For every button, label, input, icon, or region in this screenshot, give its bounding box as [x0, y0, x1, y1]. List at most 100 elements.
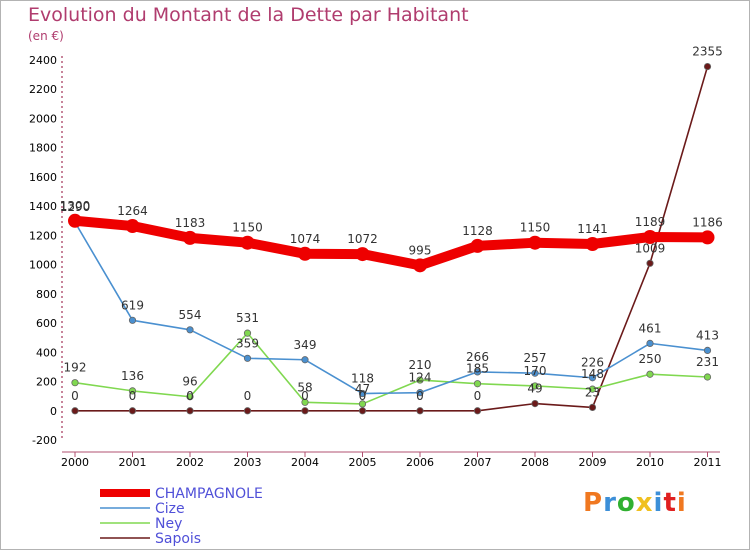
data-label-champagnole: 1128 — [462, 224, 493, 238]
y-tick-label: 1000 — [29, 259, 57, 272]
data-point-ney — [71, 379, 79, 387]
data-label-sapois: 0 — [474, 389, 482, 403]
data-point-champagnole — [643, 229, 657, 244]
data-label-sapois: 2355 — [692, 45, 723, 59]
y-tick-label: 600 — [36, 317, 57, 330]
data-label-ney: 96 — [182, 375, 197, 389]
data-label-ney: 250 — [639, 352, 662, 366]
y-tick-label: 800 — [36, 288, 57, 301]
series-cize — [71, 218, 712, 398]
data-point-cize — [531, 369, 539, 377]
data-label-ney: 170 — [524, 364, 547, 378]
data-point-sapois — [416, 407, 424, 415]
data-point-cize — [358, 389, 367, 398]
y-tick-label: 1800 — [29, 142, 57, 155]
data-point-champagnole — [240, 235, 255, 250]
data-point-cize — [416, 389, 424, 397]
legend-label-champagnole: CHAMPAGNOLE — [155, 486, 263, 502]
data-point-sapois — [703, 62, 712, 71]
data-label-cize: 124 — [409, 371, 432, 385]
data-point-champagnole — [298, 246, 312, 261]
data-label-champagnole: 1300 — [60, 199, 91, 213]
x-tick-label: 2000 — [61, 456, 89, 469]
data-point-ney — [416, 376, 424, 384]
x-tick-label: 2007 — [464, 456, 492, 469]
logo-letter: i — [653, 488, 664, 518]
data-point-champagnole — [355, 247, 370, 262]
data-label-cize: 461 — [639, 321, 662, 335]
data-label-champagnole: 1189 — [635, 215, 666, 229]
data-label-cize: 266 — [466, 350, 489, 364]
logo-letter: o — [616, 488, 636, 518]
data-label-sapois: 0 — [71, 389, 79, 403]
data-point-sapois — [473, 407, 482, 415]
data-point-ney — [646, 370, 654, 378]
data-label-sapois: 49 — [527, 382, 542, 396]
data-label-champagnole: 1150 — [520, 221, 551, 235]
data-point-champagnole — [68, 213, 82, 228]
data-point-cize — [243, 354, 252, 362]
data-point-champagnole — [183, 230, 197, 245]
x-tick-label: 2005 — [349, 456, 377, 469]
data-point-cize — [186, 326, 194, 334]
data-label-champagnole: 1074 — [290, 232, 321, 246]
data-point-cize — [473, 368, 482, 376]
data-point-ney — [358, 400, 367, 408]
data-point-cize — [703, 346, 712, 355]
x-tick-label: 2001 — [119, 456, 147, 469]
series-ney — [71, 329, 712, 408]
legend-label-ney: Ney — [155, 516, 182, 532]
data-label-cize: 226 — [581, 356, 604, 370]
x-tick-label: 2002 — [176, 456, 204, 469]
logo-letter: r — [603, 488, 617, 518]
data-label-ney: 531 — [236, 311, 259, 325]
logo-letter: x — [635, 488, 654, 518]
data-point-champagnole — [700, 230, 715, 245]
data-point-sapois — [588, 403, 597, 412]
x-tick-label: 2010 — [636, 456, 664, 469]
proxiti-logo: Proxiti — [583, 488, 687, 518]
y-tick-label: 0 — [50, 405, 57, 418]
x-tick-label: 2004 — [291, 456, 319, 469]
data-label-sapois: 0 — [186, 389, 194, 403]
x-tick-label: 2003 — [234, 456, 262, 469]
x-tick-label: 2006 — [406, 456, 434, 469]
data-label-cize: 359 — [236, 336, 259, 350]
logo-letter: i — [676, 488, 687, 518]
chart-title: Evolution du Montant de la Dette par Hab… — [28, 4, 469, 26]
data-label-ney: 185 — [466, 362, 489, 376]
y-tick-label: 1200 — [29, 229, 57, 242]
data-point-ney — [531, 382, 539, 390]
data-label-cize: 619 — [121, 298, 144, 312]
legend-label-cize: Cize — [155, 501, 185, 517]
data-label-ney: 192 — [64, 361, 87, 375]
data-label-ney: 47 — [355, 382, 370, 396]
data-point-sapois — [186, 407, 194, 415]
data-label-ney: 148 — [581, 367, 604, 381]
data-point-ney — [703, 373, 712, 381]
data-label-cize: 1290 — [60, 200, 91, 214]
data-label-sapois: 0 — [301, 389, 309, 403]
data-label-ney: 210 — [409, 358, 432, 372]
x-tick-label: 2011 — [694, 456, 722, 469]
data-labels: 1300 1264 1183 1150 1074 1072 995 1128 1150 1141 1… — [60, 45, 723, 403]
series-sapois — [71, 62, 712, 415]
data-label-champagnole: 995 — [409, 243, 432, 257]
y-tick-label: 400 — [36, 346, 57, 359]
data-point-cize — [128, 316, 137, 324]
y-tick-label: 2400 — [29, 54, 57, 67]
series-line-cize — [74, 221, 709, 395]
chart-subtitle: (en €) — [28, 29, 64, 43]
series-layer — [68, 62, 715, 415]
series-line-sapois — [74, 65, 709, 412]
data-label-sapois: 0 — [244, 389, 252, 403]
x-tick-label: 2008 — [521, 456, 549, 469]
series-line-ney — [74, 332, 709, 405]
data-label-ney: 136 — [121, 369, 144, 383]
data-label-champagnole: 1183 — [175, 216, 206, 230]
data-point-ney — [243, 329, 252, 337]
data-label-sapois: 0 — [359, 389, 367, 403]
data-label-sapois: 1009 — [635, 241, 666, 255]
data-label-cize: 349 — [294, 338, 317, 352]
y-tick-label: 1400 — [29, 200, 57, 213]
